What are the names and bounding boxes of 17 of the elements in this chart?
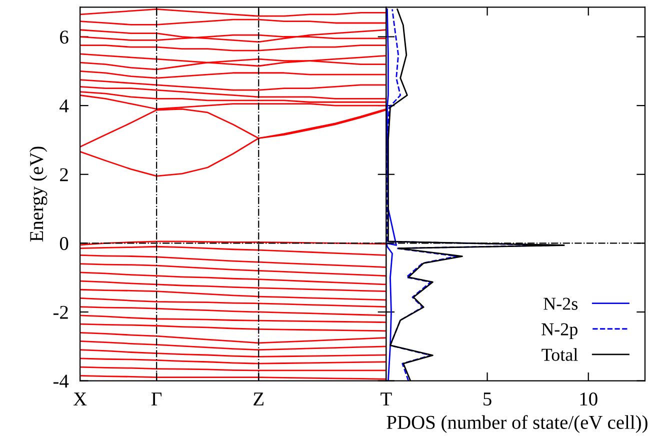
y-tick-label: 2 [60,168,68,182]
x-axis-title: PDOS (number of state/(eV cell)) [386,415,648,433]
y-axis-title: Energy (eV) [29,146,48,242]
x-tick-label: 5 [484,392,492,406]
y-tick-label: -2 [53,306,68,319]
x-tick-label: T [380,392,392,406]
x-tick-label: X [73,392,87,406]
y-tick-label: 6 [60,30,68,44]
x-tick-label: Z [254,392,264,406]
y-tick-label: -4 [53,374,69,388]
legend-label: N-2s [544,298,578,310]
y-tick-label: 4 [60,100,69,112]
x-tick-label: Γ [152,392,162,406]
legend-label: N-2p [542,323,578,340]
x-tick-label: 10 [580,392,598,406]
legend-label: Total [542,348,578,361]
y-tick-label: 0 [60,237,68,250]
